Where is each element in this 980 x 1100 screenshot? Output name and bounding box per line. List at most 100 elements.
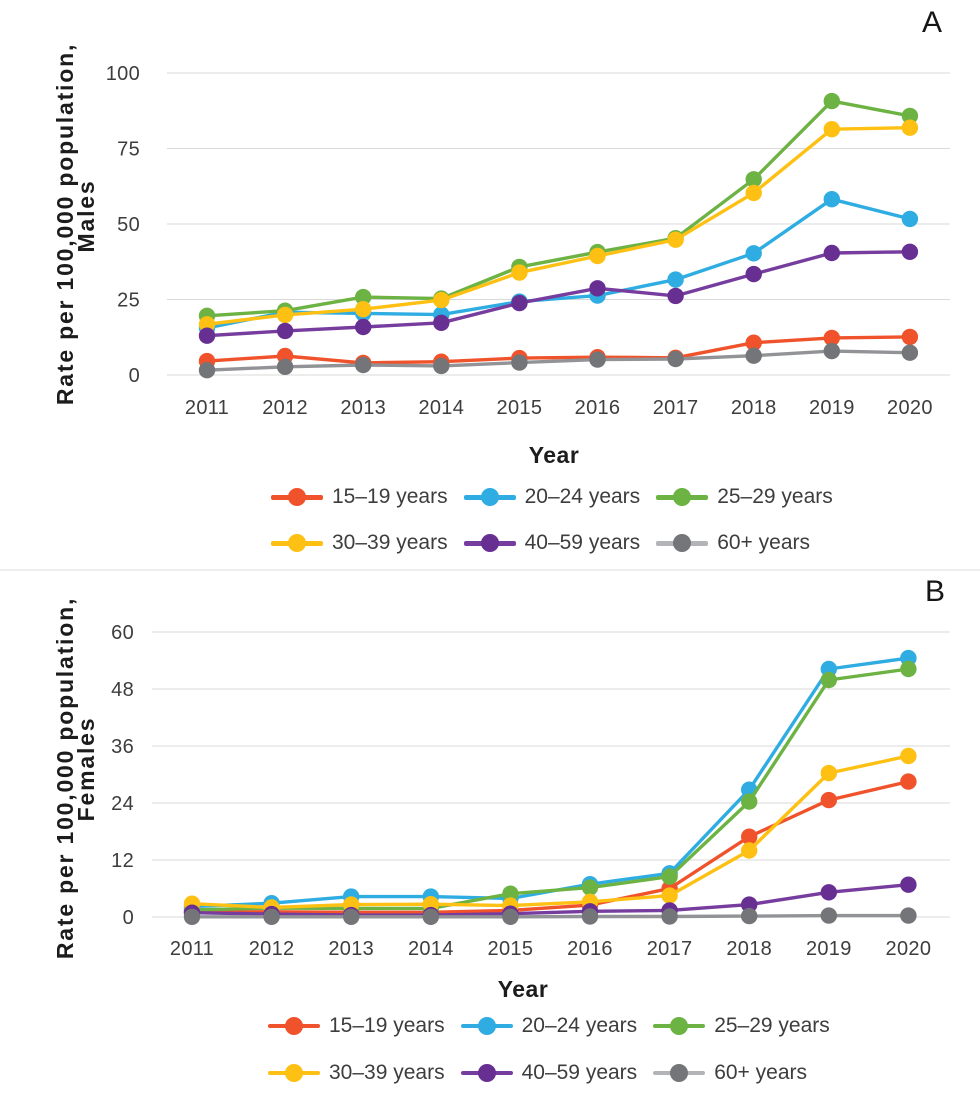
data-point — [355, 288, 372, 306]
y-tick-label: 60 — [111, 622, 134, 644]
legend-label: 60+ years — [717, 531, 810, 554]
data-point — [900, 660, 917, 678]
data-point — [745, 347, 762, 364]
data-point — [823, 244, 840, 262]
data-point — [667, 350, 684, 368]
legend-marker-icon — [460, 1063, 513, 1082]
data-point — [263, 908, 280, 925]
legend-item: 15–19 years — [271, 485, 448, 509]
series-line — [190, 656, 911, 909]
x-tick-label: 2013 — [328, 938, 374, 960]
data-point — [741, 828, 758, 845]
data-point — [823, 329, 840, 347]
x-tick-label: 2018 — [731, 397, 777, 419]
x-tick-label: 2016 — [575, 397, 621, 419]
legend-row: 30–39 years 40–59 years 60+ years — [0, 520, 980, 566]
y-tick-label: 12 — [111, 850, 134, 872]
data-point — [745, 184, 762, 202]
legend-row: 15–19 years 20–24 years 25–29 years — [0, 1002, 980, 1049]
data-point — [343, 908, 360, 925]
legend-item: 25–29 years — [656, 485, 833, 509]
data-point — [901, 107, 919, 125]
x-tick-label: 2013 — [340, 397, 386, 419]
data-point — [276, 358, 294, 375]
x-tick-label: 2017 — [647, 938, 693, 960]
y-tick-label: 50 — [117, 214, 140, 236]
data-point — [823, 92, 840, 110]
y-axis-title-line2: Males — [73, 180, 99, 253]
legend-item: 25–29 years — [653, 1014, 830, 1038]
legend-marker-icon — [268, 1016, 320, 1035]
data-point — [741, 842, 758, 859]
data-point — [823, 191, 840, 208]
data-point — [433, 357, 450, 375]
legend-marker-icon — [271, 488, 323, 506]
legend-item: 30–39 years — [268, 1061, 445, 1085]
x-tick-label: 2012 — [262, 397, 308, 419]
x-tick-label: 2012 — [249, 938, 295, 960]
legend-row: 30–39 years 40–59 years 60+ years — [0, 1049, 980, 1096]
legend-label: 30–39 years — [329, 1060, 445, 1084]
y-tick-label: 75 — [117, 139, 140, 161]
legend-label: 20–24 years — [521, 1013, 638, 1037]
data-point — [741, 793, 758, 810]
data-point — [900, 907, 917, 924]
legend-marker-icon — [463, 534, 516, 552]
y-axis-title-line1: Rate per 100,000 population, — [52, 597, 78, 959]
data-point — [355, 318, 372, 336]
data-point — [502, 908, 519, 925]
data-point — [741, 896, 758, 913]
legend-label: 25–29 years — [714, 1013, 830, 1037]
series-line — [205, 335, 912, 365]
legend-item: 40–59 years — [463, 531, 640, 555]
data-point — [511, 264, 528, 281]
data-series — [183, 649, 917, 925]
legend-label: 15–19 years — [329, 1013, 445, 1037]
x-tick-label: 2020 — [886, 938, 932, 960]
x-tick-label: 2020 — [887, 397, 933, 419]
data-point — [355, 301, 372, 318]
data-point — [511, 354, 528, 371]
series-line — [190, 883, 911, 917]
legend-item: 60+ years — [656, 531, 810, 555]
y-axis-title-line1: Rate per 100,000 population, — [52, 43, 78, 405]
x-tick-label: 2015 — [488, 938, 534, 960]
gridlines — [0, 569, 980, 918]
data-point — [745, 265, 762, 283]
y-tick-labels: 0 12 24 36 48 60 — [111, 622, 134, 929]
x-tick-label: 2019 — [806, 938, 852, 960]
data-point — [820, 907, 837, 924]
y-tick-label: 36 — [111, 736, 134, 758]
panel-letter-a: A — [922, 6, 942, 39]
x-tick-label: 2014 — [418, 397, 464, 419]
legend-marker-icon — [656, 488, 709, 506]
series-line — [190, 913, 911, 919]
data-series — [198, 92, 919, 379]
data-point — [589, 351, 606, 368]
data-point — [745, 334, 762, 351]
data-point — [511, 294, 528, 312]
legend-row: 15–19 years 20–24 years 25–29 years — [0, 474, 980, 520]
data-point — [198, 316, 216, 333]
data-point — [198, 327, 216, 344]
legend-label: 30–39 years — [332, 531, 448, 554]
series-line — [190, 779, 911, 914]
legend-marker-icon — [653, 1063, 706, 1082]
legend-label: 15–19 years — [332, 485, 448, 508]
data-point — [901, 119, 919, 136]
data-point — [276, 322, 294, 340]
data-point — [667, 271, 684, 288]
series-line — [190, 754, 911, 910]
data-point — [820, 764, 837, 782]
legend-item: 40–59 years — [460, 1061, 637, 1085]
data-point — [823, 121, 840, 138]
data-point — [667, 287, 684, 305]
series-25-29- — [183, 660, 917, 919]
data-point — [745, 245, 762, 262]
legend-marker-icon — [463, 488, 516, 506]
y-tick-labels: 0 25 50 75 100 — [106, 63, 140, 387]
y-tick-label: 24 — [111, 793, 134, 815]
series-line — [205, 250, 912, 338]
data-point — [433, 291, 450, 309]
panel-letter-b: B — [925, 575, 945, 608]
